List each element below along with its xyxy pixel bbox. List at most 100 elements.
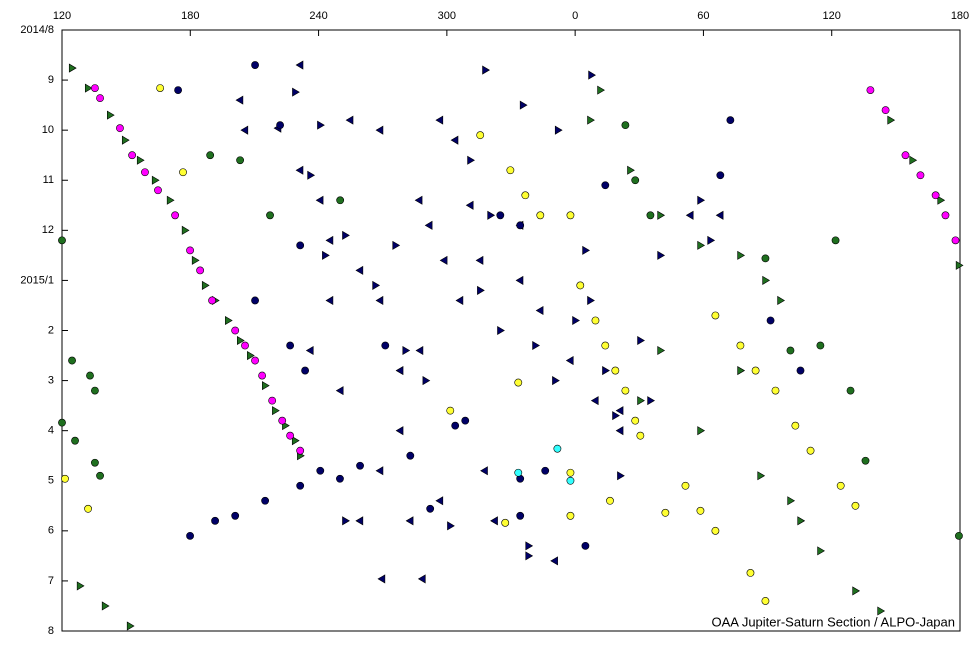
data-point <box>426 504 435 513</box>
x-tick-label: 300 <box>438 10 456 22</box>
data-point <box>576 281 585 290</box>
y-tick-label: 2015/1 <box>20 274 54 286</box>
data-point <box>91 84 99 92</box>
data-point <box>191 255 200 265</box>
data-point <box>377 574 386 584</box>
data-point <box>696 506 705 515</box>
data-point <box>506 166 515 175</box>
data-point <box>866 86 875 94</box>
data-point <box>881 106 890 115</box>
data-point <box>355 265 364 275</box>
data-point <box>615 426 624 436</box>
data-point <box>697 240 706 250</box>
x-tick-label: 180 <box>181 10 199 22</box>
data-point <box>836 481 845 490</box>
data-point <box>395 366 404 376</box>
data-point <box>345 115 354 125</box>
data-point <box>375 466 384 476</box>
data-point <box>737 366 746 376</box>
data-point <box>566 476 575 485</box>
data-point <box>746 569 755 577</box>
data-point <box>751 366 760 375</box>
data-point <box>797 516 806 526</box>
data-point <box>71 436 79 445</box>
y-tick-label: 6 <box>48 525 54 537</box>
data-point <box>487 210 496 220</box>
data-point <box>916 171 925 180</box>
data-point <box>251 61 259 69</box>
data-point <box>356 461 364 470</box>
data-point <box>225 315 233 326</box>
data-point <box>501 518 510 527</box>
data-point <box>315 195 324 205</box>
data-point <box>661 508 670 517</box>
data-point <box>266 211 274 220</box>
data-point <box>621 121 630 130</box>
data-point <box>435 115 444 125</box>
data-point <box>96 94 104 103</box>
data-point <box>422 376 431 386</box>
data-point <box>532 341 540 351</box>
data-point <box>336 196 345 205</box>
data-point <box>101 601 110 611</box>
y-tick-label: 4 <box>48 425 54 437</box>
data-point <box>247 351 255 361</box>
data-point <box>711 526 720 535</box>
data-point <box>565 356 574 366</box>
data-point <box>955 531 963 540</box>
data-point <box>535 305 544 315</box>
data-point <box>590 396 599 406</box>
data-point <box>611 366 620 375</box>
data-point <box>317 120 325 130</box>
x-tick-label: 120 <box>53 10 71 22</box>
data-point <box>211 516 219 525</box>
data-point <box>325 235 334 245</box>
data-point <box>931 191 940 200</box>
data-point <box>887 115 896 125</box>
data-point <box>566 511 575 520</box>
data-point <box>96 471 104 480</box>
data-point <box>58 236 66 245</box>
data-point <box>761 254 770 263</box>
data-point <box>291 436 300 446</box>
data-point <box>372 280 381 290</box>
data-point <box>335 386 344 396</box>
data-point <box>631 416 640 425</box>
data-point <box>307 170 316 180</box>
data-point <box>435 496 444 506</box>
data-point <box>685 210 694 220</box>
data-point <box>68 356 76 365</box>
data-point <box>816 341 825 350</box>
data-point <box>446 406 455 415</box>
data-point <box>406 451 415 460</box>
data-point <box>951 236 960 245</box>
data-point <box>186 531 194 540</box>
data-point <box>497 325 505 336</box>
data-point <box>208 296 216 305</box>
data-point <box>181 225 190 235</box>
data-point <box>817 546 825 556</box>
data-point <box>417 574 426 584</box>
data-point <box>552 376 560 386</box>
data-point <box>771 386 780 395</box>
data-point <box>151 175 160 185</box>
x-tick-label: 0 <box>572 10 578 22</box>
data-point <box>591 316 600 325</box>
data-point <box>262 381 270 391</box>
data-point <box>305 346 314 356</box>
data-point <box>901 151 910 160</box>
data-point <box>296 446 305 455</box>
data-point <box>617 471 625 481</box>
data-point <box>711 311 720 320</box>
data-point <box>61 474 69 483</box>
data-point <box>296 481 305 490</box>
data-point <box>355 516 364 526</box>
data-point <box>621 386 630 395</box>
data-point <box>91 458 99 467</box>
data-point <box>156 84 165 92</box>
data-point <box>615 406 624 416</box>
data-point <box>606 496 614 505</box>
data-point <box>477 285 485 295</box>
data-point <box>877 606 886 616</box>
data-point <box>726 116 735 125</box>
